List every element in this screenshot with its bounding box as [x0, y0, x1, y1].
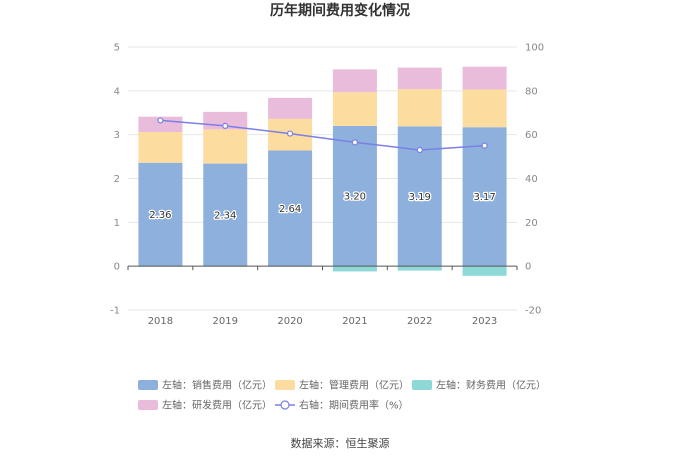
x-axis-tick-label: 2018 — [148, 316, 173, 327]
legend-item-2: 左轴：管理费用（亿元） — [275, 379, 409, 392]
bar-segment-2 — [332, 92, 377, 126]
right-axis-tick-label: 20 — [525, 218, 538, 229]
bar-segment-1 — [138, 162, 183, 267]
bar-segment-3 — [397, 266, 442, 271]
right-axis-tick-label: 60 — [525, 130, 538, 141]
legend-swatch — [275, 380, 295, 390]
chart-title: 历年期间费用变化情况 — [270, 2, 410, 19]
expense-ratio-point — [416, 146, 423, 154]
bar-segment-4 — [332, 69, 377, 93]
legend-swatch-point — [280, 400, 290, 410]
bar-segment-1 — [268, 150, 313, 267]
axis-layer: -1 0 1 2 3 4 5 -20 0 20 40 60 80 100 2018 2019 2020 2021 2… — [110, 43, 544, 328]
x-axis-tick-label: 2021 — [342, 316, 367, 327]
legend-item-3: 左轴：财务费用（亿元） — [412, 379, 546, 392]
expense-ratio-point — [481, 142, 488, 149]
bar-segment-1 — [332, 125, 377, 267]
expense-ratio-point — [222, 122, 229, 130]
left-axis-tick-label: 2 — [114, 174, 120, 185]
bar-segment-2 — [462, 89, 507, 128]
right-axis-tick-label: 100 — [525, 43, 544, 54]
bar-segment-4 — [268, 97, 313, 119]
grid-layer — [128, 46, 517, 311]
bar-segment-4 — [462, 66, 507, 90]
left-axis-tick-label: 1 — [114, 218, 120, 229]
expense-ratio-point — [286, 130, 294, 137]
legend-item-1: 左轴：销售费用（亿元） — [138, 379, 272, 392]
legend-swatch — [412, 380, 432, 390]
left-axis-tick-label: 3 — [114, 130, 120, 141]
expense-ratio-point — [351, 139, 359, 146]
right-axis-tick-label: 0 — [525, 262, 531, 273]
bar-data-label: 3.19 — [409, 192, 431, 203]
x-axis-tick-label: 2022 — [407, 316, 432, 327]
label-layer: 2.36 2.34 2.64 3.20 3.19 3.17 — [148, 190, 497, 222]
x-axis-tick-label: 2023 — [472, 316, 497, 327]
legend-label: 左轴：财务费用（亿元） — [436, 379, 546, 392]
bar-segment-3 — [332, 266, 377, 272]
right-axis-tick-label: 40 — [525, 174, 538, 185]
legend-label: 左轴：销售费用（亿元） — [162, 379, 272, 392]
legend-item-5: 右轴：期间费用率（%） — [275, 399, 409, 412]
bar-segment-1 — [203, 163, 248, 267]
bar-segment-2 — [397, 89, 442, 127]
legend-label: 左轴：研发费用（亿元） — [162, 399, 272, 412]
left-axis-tick-label: 4 — [114, 86, 120, 97]
legend-swatch — [138, 400, 158, 410]
x-axis-tick-label: 2019 — [213, 316, 238, 327]
right-axis-tick-label: -20 — [525, 306, 541, 317]
right-axis-tick-label: 80 — [525, 86, 538, 97]
bar-segment-3 — [462, 266, 507, 276]
legend: 左轴：销售费用（亿元） 左轴：管理费用（亿元） 左轴：财务费用（亿元） 左轴：研发费用… — [138, 379, 546, 412]
left-axis-tick-label: -1 — [110, 306, 120, 317]
bar-segment-1 — [462, 127, 507, 267]
bar-segment-2 — [203, 129, 248, 164]
bar-layer — [138, 66, 507, 276]
legend-label: 右轴：期间费用率（%） — [299, 399, 409, 412]
bar-data-label: 2.34 — [214, 210, 236, 221]
legend-swatch — [138, 380, 158, 390]
line-layer — [157, 117, 488, 154]
expense-ratio-line — [160, 119, 485, 151]
bar-data-label: 3.20 — [344, 192, 366, 203]
left-axis-tick-label: 0 — [114, 262, 120, 273]
bar-segment-4 — [397, 67, 442, 90]
bar-data-label: 2.64 — [279, 204, 301, 215]
source-label: 数据来源：恒生聚源 — [291, 436, 390, 450]
left-axis-tick-label: 5 — [114, 43, 120, 54]
bar-segment-4 — [138, 116, 183, 133]
legend-item-4: 左轴：研发费用（亿元） — [138, 399, 272, 412]
legend-label: 左轴：管理费用（亿元） — [299, 379, 409, 392]
bar-data-label: 3.17 — [473, 192, 495, 203]
bar-data-label: 2.36 — [149, 210, 171, 221]
expense-ratio-point — [157, 117, 164, 124]
x-axis-tick-label: 2020 — [277, 316, 302, 327]
bar-segment-2 — [138, 132, 183, 163]
